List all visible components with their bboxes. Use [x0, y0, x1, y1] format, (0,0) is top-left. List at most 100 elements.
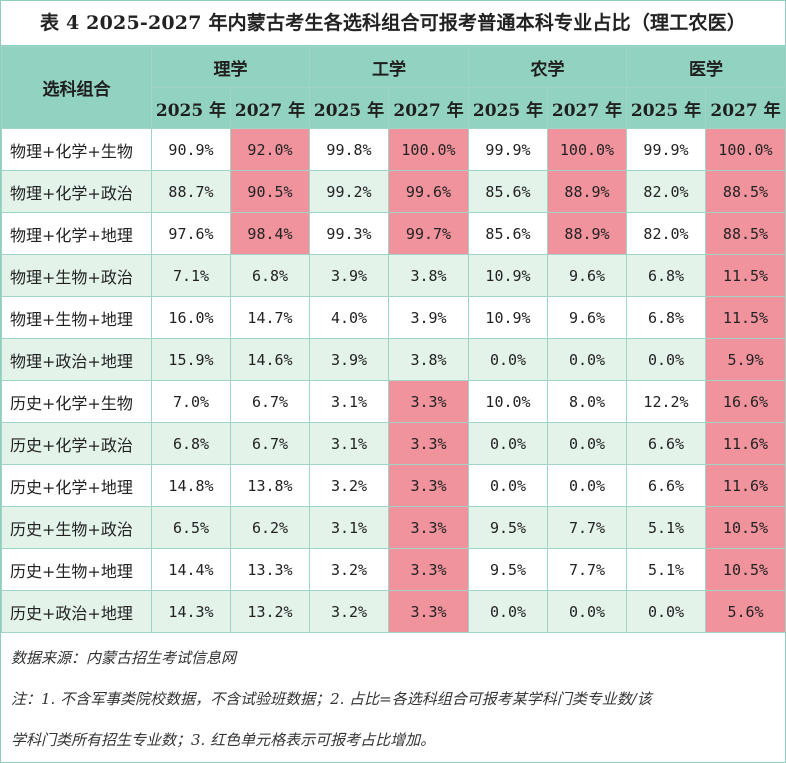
value-cell: 6.7%: [230, 422, 310, 465]
value-cell: 0.0%: [468, 590, 548, 633]
value-cell: 6.5%: [151, 506, 231, 549]
value-cell: 14.3%: [151, 590, 231, 633]
combo-cell: 历史+生物+地理: [1, 548, 152, 591]
value-cell: 3.2%: [309, 590, 389, 633]
value-cell: 0.0%: [468, 464, 548, 507]
value-cell: 99.3%: [309, 212, 389, 255]
combo-cell: 历史+政治+地理: [1, 590, 152, 633]
value-cell: 6.6%: [626, 422, 706, 465]
note-line: 注：1. 不含军事类院校数据，不含试验班数据；2. 占比=各选科组合可报考某学科…: [11, 690, 652, 708]
value-cell: 0.0%: [468, 422, 548, 465]
value-cell: 100.0%: [705, 128, 786, 171]
header-year: 2027 年: [388, 87, 469, 129]
combo-cell: 物理+化学+生物: [1, 128, 152, 171]
value-cell: 15.9%: [151, 338, 231, 381]
value-cell: 90.9%: [151, 128, 231, 171]
value-cell: 3.9%: [309, 254, 389, 297]
value-cell: 3.2%: [309, 464, 389, 507]
value-cell: 13.8%: [230, 464, 310, 507]
value-cell: 14.7%: [230, 296, 310, 339]
value-cell: 6.8%: [230, 254, 310, 297]
value-cell: 11.5%: [705, 254, 786, 297]
value-cell: 99.8%: [309, 128, 389, 171]
value-cell: 85.6%: [468, 170, 548, 213]
table-row: 物理+化学+生物 90.9% 92.0% 99.8% 100.0% 99.9% 100.0%…: [1, 128, 786, 171]
value-cell: 99.9%: [626, 128, 706, 171]
table-row: 历史+化学+生物 7.0% 6.7% 3.1% 3.3% 10.0% 8.0% 12.2% 16…: [1, 380, 786, 423]
value-cell: 0.0%: [626, 338, 706, 381]
header-year: 2025 年: [309, 87, 389, 129]
value-cell: 9.6%: [547, 296, 627, 339]
value-cell: 16.0%: [151, 296, 231, 339]
value-cell: 88.7%: [151, 170, 231, 213]
combo-cell: 历史+化学+政治: [1, 422, 152, 465]
value-cell: 92.0%: [230, 128, 310, 171]
value-cell: 9.6%: [547, 254, 627, 297]
value-cell: 5.9%: [705, 338, 786, 381]
value-cell: 11.5%: [705, 296, 786, 339]
value-cell: 97.6%: [151, 212, 231, 255]
header-year: 2027 年: [230, 87, 310, 129]
value-cell: 0.0%: [547, 422, 627, 465]
value-cell: 99.6%: [388, 170, 469, 213]
value-cell: 16.6%: [705, 380, 786, 423]
value-cell: 88.5%: [705, 170, 786, 213]
combo-cell: 物理+生物+地理: [1, 296, 152, 339]
value-cell: 82.0%: [626, 212, 706, 255]
value-cell: 6.6%: [626, 464, 706, 507]
header-year: 2027 年: [547, 87, 627, 129]
header-discipline-engineering: 工学: [309, 46, 469, 88]
value-cell: 0.0%: [468, 338, 548, 381]
notes-section: 数据来源：内蒙古招生考试信息网 注：1. 不含军事类院校数据，不含试验班数据；2…: [1, 638, 785, 761]
value-cell: 3.3%: [388, 506, 469, 549]
value-cell: 4.0%: [309, 296, 389, 339]
value-cell: 6.8%: [151, 422, 231, 465]
table-row: 历史+生物+地理 14.4% 13.3% 3.2% 3.3% 9.5% 7.7% 5.1% 10…: [1, 548, 786, 591]
value-cell: 6.7%: [230, 380, 310, 423]
value-cell: 0.0%: [547, 590, 627, 633]
table-body: 物理+化学+生物 90.9% 92.0% 99.8% 100.0% 99.9% 100.0%…: [1, 128, 786, 633]
value-cell: 10.0%: [468, 380, 548, 423]
header-combo: 选科组合: [1, 46, 152, 129]
header-discipline-agriculture: 农学: [468, 46, 627, 88]
header-year: 2027 年: [705, 87, 786, 129]
value-cell: 13.2%: [230, 590, 310, 633]
combo-cell: 历史+化学+生物: [1, 380, 152, 423]
value-cell: 88.9%: [547, 170, 627, 213]
combo-cell: 物理+化学+地理: [1, 212, 152, 255]
value-cell: 10.9%: [468, 254, 548, 297]
combo-cell: 历史+生物+政治: [1, 506, 152, 549]
value-cell: 10.9%: [468, 296, 548, 339]
data-source: 数据来源：内蒙古招生考试信息网: [11, 649, 237, 667]
table-row: 物理+化学+地理 97.6% 98.4% 99.3% 99.7% 85.6% 88.9% 82…: [1, 212, 786, 255]
value-cell: 6.2%: [230, 506, 310, 549]
value-cell: 99.9%: [468, 128, 548, 171]
value-cell: 3.3%: [388, 380, 469, 423]
value-cell: 3.9%: [309, 338, 389, 381]
value-cell: 88.5%: [705, 212, 786, 255]
value-cell: 13.3%: [230, 548, 310, 591]
data-table: 选科组合 理学 工学 农学 医学 2025 年 2027 年 2025 年 20…: [1, 46, 786, 633]
value-cell: 10.5%: [705, 506, 786, 549]
value-cell: 3.3%: [388, 548, 469, 591]
value-cell: 7.1%: [151, 254, 231, 297]
table-row: 物理+生物+地理 16.0% 14.7% 4.0% 3.9% 10.9% 9.6% 6.8% 1…: [1, 296, 786, 339]
value-cell: 85.6%: [468, 212, 548, 255]
value-cell: 10.5%: [705, 548, 786, 591]
value-cell: 99.7%: [388, 212, 469, 255]
note-line: 学科门类所有招生专业数；3. 红色单元格表示可报考占比增加。: [11, 731, 436, 749]
combo-cell: 物理+化学+政治: [1, 170, 152, 213]
value-cell: 3.8%: [388, 254, 469, 297]
value-cell: 6.8%: [626, 296, 706, 339]
value-cell: 98.4%: [230, 212, 310, 255]
table-row: 历史+政治+地理 14.3% 13.2% 3.2% 3.3% 0.0% 0.0% 0.0% 5.…: [1, 590, 786, 633]
combo-cell: 物理+政治+地理: [1, 338, 152, 381]
value-cell: 3.1%: [309, 422, 389, 465]
value-cell: 0.0%: [547, 464, 627, 507]
value-cell: 3.3%: [388, 464, 469, 507]
value-cell: 3.1%: [309, 506, 389, 549]
header-year: 2025 年: [626, 87, 706, 129]
value-cell: 7.7%: [547, 548, 627, 591]
value-cell: 100.0%: [547, 128, 627, 171]
